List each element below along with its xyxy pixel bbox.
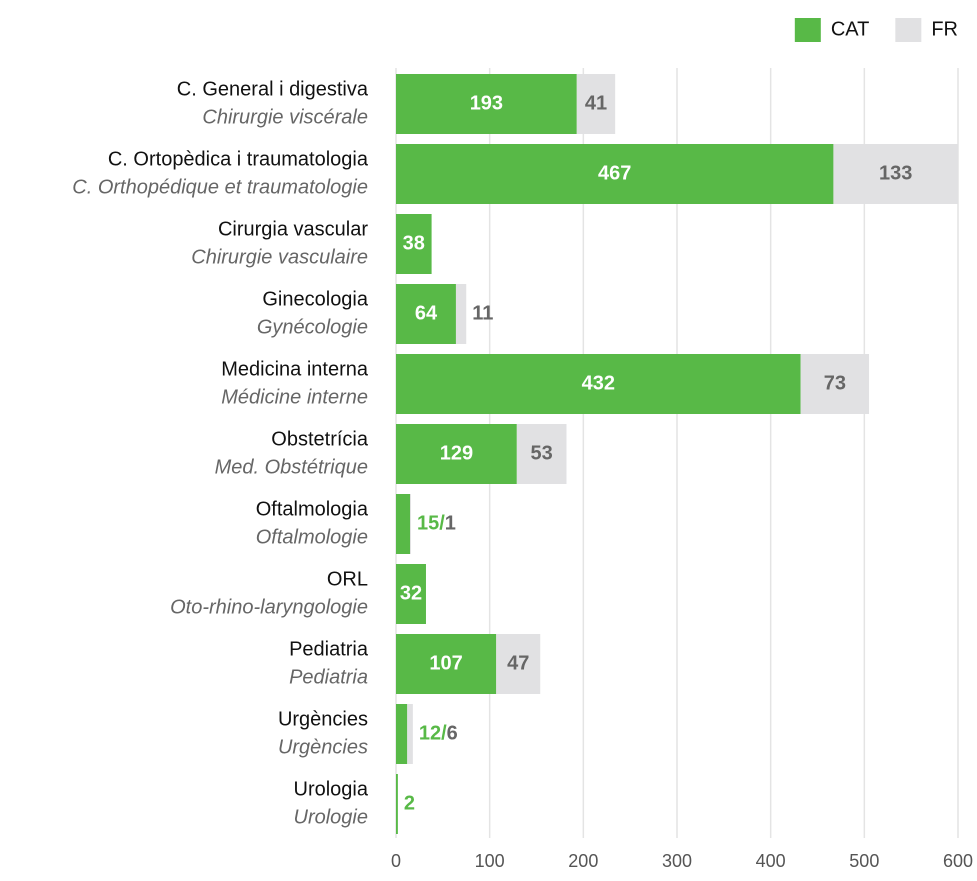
bar-segment (800, 354, 870, 414)
legend-swatch (895, 18, 922, 42)
bar-segment (407, 704, 413, 764)
x-tick-label: 400 (756, 851, 786, 871)
x-tick-label: 300 (662, 851, 692, 871)
bar-segment (396, 774, 398, 834)
category-subtitle: Urgències (278, 736, 368, 758)
bar-segment (396, 214, 432, 274)
category-subtitle: Médicine interne (221, 386, 368, 408)
category-label: Ginecologia (262, 288, 369, 310)
legend-label: FR (931, 18, 958, 40)
category-label: Oftalmologia (256, 498, 369, 520)
category-label: Urgències (278, 708, 368, 730)
data-label: 1 (445, 512, 456, 534)
category-label: Pediatria (289, 638, 369, 660)
data-label: 41 (585, 92, 607, 114)
bar-segment (396, 634, 497, 694)
x-tick-label: 200 (568, 851, 598, 871)
bar-segment (396, 74, 577, 134)
category-subtitle: Gynécologie (257, 316, 368, 338)
category-subtitle: Pediatria (289, 666, 368, 688)
data-label: 133 (879, 162, 912, 184)
x-tick-label: 100 (475, 851, 505, 871)
bar-segment (516, 424, 567, 484)
bar-segment (396, 354, 801, 414)
category-label: ORL (327, 568, 368, 590)
x-tick-label: 600 (943, 851, 973, 871)
category-label: Urologia (294, 778, 369, 800)
bar-segment (396, 494, 411, 554)
data-label: 73 (824, 372, 846, 394)
category-subtitle: Oto-rhino-laryngologie (170, 596, 368, 618)
data-label: 11 (472, 302, 493, 324)
data-label: 32 (400, 582, 422, 604)
bar-segment (396, 564, 426, 624)
data-label: 38 (403, 232, 425, 254)
category-label: Obstetrícia (271, 428, 369, 450)
category-subtitle: Med. Obstétrique (215, 456, 368, 478)
legend-swatch (794, 18, 821, 42)
data-label: 6 (447, 722, 458, 744)
data-label: 432 (582, 372, 615, 394)
category-label: C. General i digestiva (177, 78, 369, 100)
bar-segment (576, 74, 616, 134)
legend-label: CAT (831, 18, 870, 40)
x-tick-label: 500 (849, 851, 879, 871)
x-tick-label: 0 (391, 851, 401, 871)
data-label: 467 (598, 162, 631, 184)
data-label: 107 (429, 652, 462, 674)
data-label: 2 (404, 792, 415, 814)
bar-segment (396, 144, 834, 204)
category-label: Medicina interna (221, 358, 369, 380)
bar-segment (410, 494, 411, 554)
data-label: 53 (531, 442, 553, 464)
category-subtitle: Chirurgie viscérale (202, 106, 368, 128)
bar-segment (455, 284, 467, 344)
data-label: 47 (507, 652, 529, 674)
data-label: 193 (470, 92, 503, 114)
bar-segment (496, 634, 541, 694)
data-label: 12/ (419, 722, 447, 744)
category-subtitle: C. Orthopédique et traumatologie (72, 176, 368, 198)
bar-segment (833, 144, 958, 204)
category-label: Cirurgia vascular (218, 218, 368, 240)
bar-segment (396, 424, 517, 484)
category-subtitle: Chirurgie vasculaire (191, 246, 368, 268)
data-label: 64 (415, 302, 438, 324)
bar-segment (396, 704, 408, 764)
category-subtitle: Urologie (294, 806, 368, 828)
data-label: 129 (440, 442, 473, 464)
category-subtitle: Oftalmologie (256, 526, 368, 548)
data-label: 15/ (417, 512, 445, 534)
category-label: C. Ortopèdica i traumatologia (108, 148, 369, 170)
bar-segment (396, 284, 456, 344)
